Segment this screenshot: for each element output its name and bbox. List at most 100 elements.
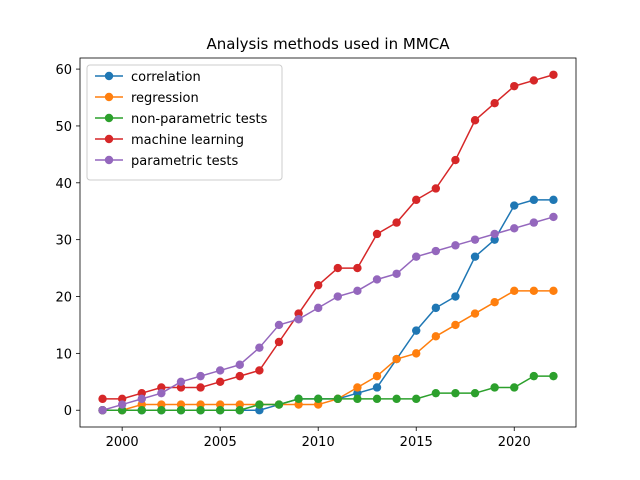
data-point-machine-learning xyxy=(274,337,284,347)
data-point-non-parametric-tests xyxy=(137,406,146,415)
legend-label-parametric-tests: parametric tests xyxy=(131,154,238,169)
data-point-parametric-tests xyxy=(98,406,107,415)
data-point-correlation xyxy=(470,252,480,261)
data-point-non-parametric-tests xyxy=(549,371,558,381)
data-point-machine-learning xyxy=(451,155,460,165)
data-point-regression xyxy=(510,286,519,296)
data-point-parametric-tests xyxy=(510,224,519,233)
data-point-machine-learning xyxy=(392,218,401,227)
data-point-parametric-tests xyxy=(529,218,539,227)
y-tick-label: 40 xyxy=(55,177,72,192)
legend-marker-regression xyxy=(104,92,114,102)
data-point-parametric-tests xyxy=(117,400,127,409)
data-point-regression xyxy=(470,309,480,318)
data-point-parametric-tests xyxy=(137,394,146,404)
data-point-parametric-tests xyxy=(431,246,441,256)
data-point-machine-learning xyxy=(510,81,519,91)
data-point-regression xyxy=(353,383,362,392)
legend-label-regression: regression xyxy=(131,91,199,106)
data-point-regression xyxy=(392,354,401,364)
data-point-correlation xyxy=(372,383,382,392)
legend-marker-parametric-tests xyxy=(104,155,114,165)
y-tick-label: 50 xyxy=(55,120,72,135)
data-point-parametric-tests xyxy=(353,286,362,296)
data-point-non-parametric-tests xyxy=(470,388,480,398)
data-point-machine-learning xyxy=(353,263,362,273)
data-point-correlation xyxy=(529,195,539,205)
legend: correlation regression non-parametric test… xyxy=(86,64,283,181)
data-point-machine-learning xyxy=(412,195,421,205)
data-point-parametric-tests xyxy=(333,292,343,301)
data-point-regression xyxy=(490,297,499,307)
data-point-machine-learning xyxy=(431,184,441,193)
y-tick-label: 20 xyxy=(55,291,72,306)
data-point-non-parametric-tests xyxy=(176,406,186,415)
legend-box xyxy=(86,64,283,181)
x-tick-label: 2005 xyxy=(204,435,237,450)
data-point-machine-learning xyxy=(333,263,343,273)
data-point-correlation xyxy=(412,326,421,335)
x-tick-label: 2010 xyxy=(302,435,335,450)
data-point-parametric-tests xyxy=(490,229,499,239)
legend-marker-correlation xyxy=(104,71,114,81)
x-tick-label: 2015 xyxy=(400,435,433,450)
data-point-correlation xyxy=(451,292,460,301)
data-point-non-parametric-tests xyxy=(294,394,303,404)
data-point-parametric-tests xyxy=(274,320,284,330)
data-point-parametric-tests xyxy=(235,360,244,369)
data-point-non-parametric-tests xyxy=(196,406,205,415)
legend-label-non-parametric-tests: non-parametric tests xyxy=(131,112,268,127)
data-point-non-parametric-tests xyxy=(372,394,382,404)
data-point-non-parametric-tests xyxy=(412,394,421,404)
data-point-machine-learning xyxy=(372,229,382,239)
data-point-correlation xyxy=(431,303,441,313)
y-tick-label: 30 xyxy=(55,234,72,249)
chart-title: Analysis methods used in MMCA xyxy=(207,35,451,53)
data-point-parametric-tests xyxy=(392,269,401,278)
data-point-non-parametric-tests xyxy=(215,406,225,415)
y-tick-label: 60 xyxy=(55,63,72,78)
data-point-regression xyxy=(549,286,558,296)
data-point-parametric-tests xyxy=(313,303,323,313)
data-point-non-parametric-tests xyxy=(235,406,244,415)
data-point-correlation xyxy=(510,201,519,210)
legend-marker-non-parametric-tests xyxy=(104,113,114,123)
plot-area: 2000 2005 2010 2015 2020 0 10 20 30 40 50 60 xyxy=(55,57,577,450)
data-point-non-parametric-tests xyxy=(451,388,460,398)
data-point-non-parametric-tests xyxy=(490,383,499,392)
data-point-machine-learning xyxy=(196,383,205,392)
y-tick-label: 0 xyxy=(64,404,72,419)
data-point-parametric-tests xyxy=(372,275,382,284)
data-point-parametric-tests xyxy=(215,366,225,375)
x-tick-label: 2020 xyxy=(498,435,531,450)
data-point-non-parametric-tests xyxy=(333,394,343,404)
data-point-non-parametric-tests xyxy=(353,394,362,404)
data-point-machine-learning xyxy=(490,99,499,108)
data-point-parametric-tests xyxy=(157,388,166,398)
data-point-parametric-tests xyxy=(255,343,264,352)
data-point-regression xyxy=(372,371,382,381)
axes-frame xyxy=(79,57,577,428)
data-point-correlation xyxy=(549,195,558,205)
y-tick-label: 10 xyxy=(55,347,72,362)
data-point-machine-learning xyxy=(313,280,323,290)
data-point-machine-learning xyxy=(529,76,539,85)
data-point-machine-learning xyxy=(98,394,107,404)
data-point-parametric-tests xyxy=(176,377,186,386)
data-point-parametric-tests xyxy=(451,241,460,250)
data-point-parametric-tests xyxy=(470,235,480,244)
data-point-regression xyxy=(431,332,441,341)
data-point-non-parametric-tests xyxy=(529,371,539,381)
data-point-regression xyxy=(451,320,460,330)
legend-label-machine-learning: machine learning xyxy=(131,133,244,148)
data-point-parametric-tests xyxy=(294,315,303,324)
data-point-parametric-tests xyxy=(412,252,421,261)
data-point-non-parametric-tests xyxy=(255,400,264,409)
data-point-machine-learning xyxy=(470,116,480,125)
data-point-non-parametric-tests xyxy=(510,383,519,392)
legend-label-correlation: correlation xyxy=(131,70,201,85)
data-point-machine-learning xyxy=(235,371,244,381)
legend-marker-machine-learning xyxy=(104,134,114,144)
